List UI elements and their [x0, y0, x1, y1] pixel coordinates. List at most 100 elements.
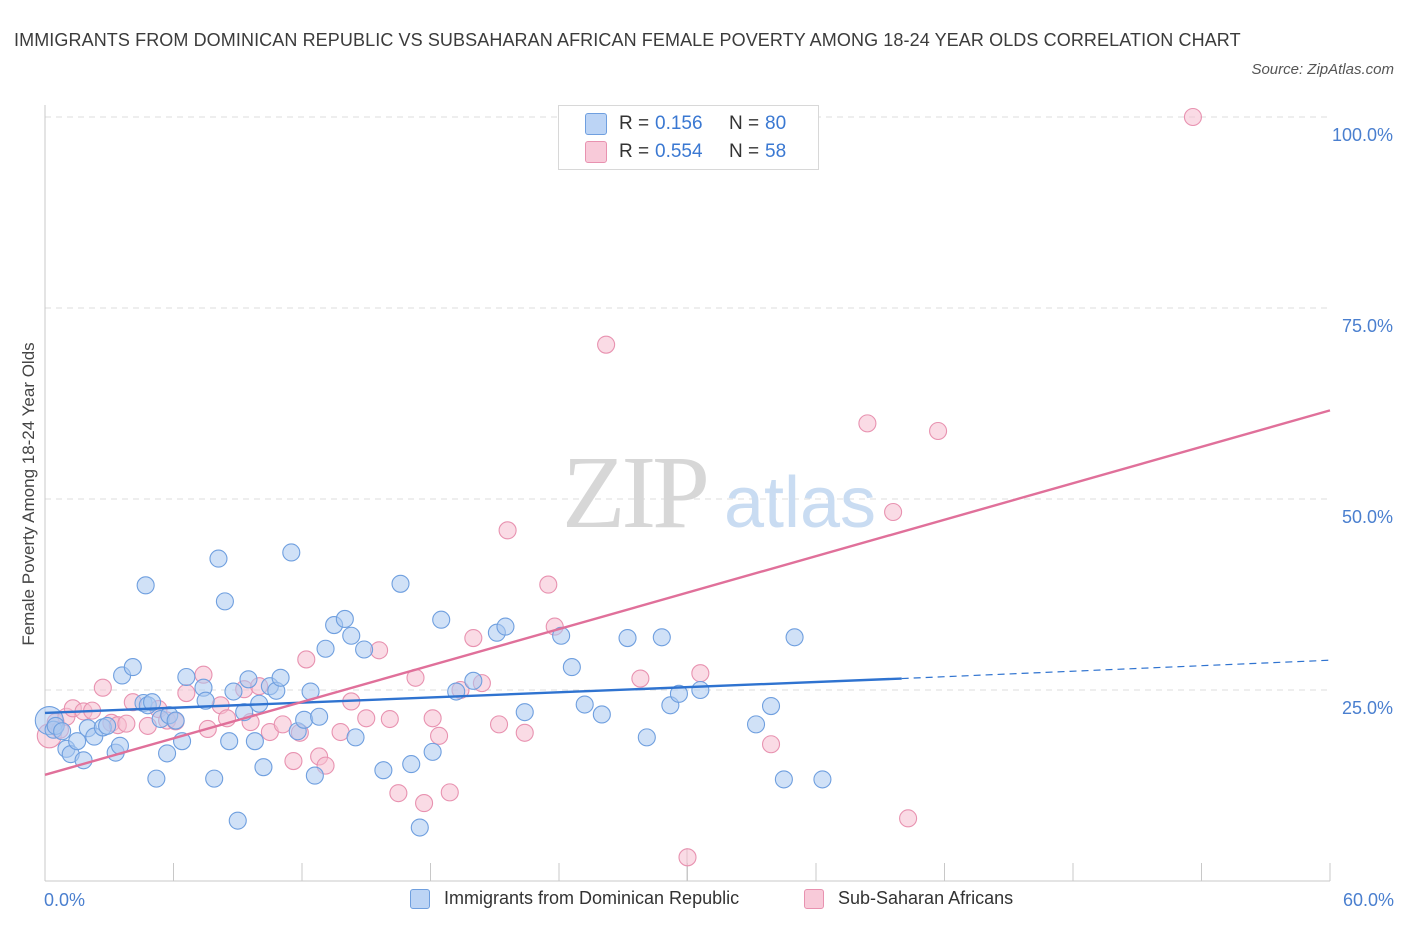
subsaharan-point [761, 735, 781, 754]
dominican-point [618, 628, 637, 648]
dominican-point [310, 707, 329, 726]
chart-title: IMMIGRANTS FROM DOMINICAN REPUBLIC VS SU… [14, 30, 1241, 50]
subsaharan-point [539, 575, 558, 594]
legend-n-label: N = [729, 141, 760, 162]
dominican-point [254, 758, 273, 777]
subsaharan-point [389, 784, 408, 803]
subsaharan-point [273, 715, 292, 734]
dominican-point [68, 732, 87, 751]
legend-swatch-pink [804, 888, 824, 909]
x-tick-max: 60.0% [1342, 890, 1394, 910]
legend-label-dominican: Immigrants from Dominican Republic [444, 888, 740, 908]
y-tick-label: 75.0% [1342, 316, 1393, 336]
legend-r-label: R = [619, 141, 650, 162]
dominican-point [374, 761, 393, 780]
dominican-point [575, 695, 594, 714]
dominican-point [813, 770, 832, 789]
subsaharan-point [489, 715, 509, 734]
subsaharan-point [899, 809, 918, 828]
dominican-point [215, 592, 234, 611]
dominican-point [228, 811, 247, 830]
legend-n-label: N = [729, 113, 760, 134]
dominican-point [209, 549, 228, 568]
subsaharan-trend-line [44, 409, 1331, 776]
dominican-point [335, 609, 354, 628]
dominican-point [774, 770, 793, 789]
legend-item-subsaharan[interactable]: Sub-Saharan Africans [804, 888, 1013, 909]
series-legend: Immigrants from Dominican Republic Sub-S… [0, 888, 1406, 918]
dominican-point [562, 658, 581, 677]
subsaharan-point [117, 714, 136, 733]
dominican-point [271, 668, 290, 687]
dominican-point [496, 617, 515, 636]
dominican-point [391, 574, 410, 593]
subsaharan-point [380, 709, 399, 729]
dominican-point [423, 742, 442, 761]
subsaharan-point [691, 664, 710, 683]
legend-r-value: 0.554 [655, 141, 703, 162]
dominican-point [166, 711, 185, 730]
dominican-point [761, 696, 781, 716]
dominican-point [410, 818, 429, 837]
subsaharan-point [423, 709, 442, 728]
dominican-point [239, 670, 258, 689]
dominican-point [177, 667, 196, 687]
x-tick-min: 0.0% [44, 890, 86, 910]
legend-row-dominican: R = 0.156 N = 80 [585, 111, 786, 137]
legend-r-label: R = [619, 113, 650, 134]
y-tick-labels: 25.0% 50.0% 75.0% 100.0% [1332, 125, 1393, 718]
y-tick-label: 100.0% [1332, 125, 1393, 145]
dominican-trend-extension [901, 659, 1331, 680]
legend-swatch-pink [585, 141, 607, 163]
dominican-point [346, 728, 365, 747]
dominican-point [592, 705, 611, 724]
source-label: Source: ZipAtlas.com [1251, 61, 1394, 78]
dominican-point [224, 682, 243, 701]
dominican-point [669, 684, 688, 703]
dominican-point [432, 610, 451, 629]
subsaharan-point [884, 502, 903, 522]
dominican-point [245, 732, 264, 751]
axes [44, 105, 1331, 882]
dominican-point [691, 680, 710, 700]
dominican-point [205, 769, 224, 788]
legend-item-dominican[interactable]: Immigrants from Dominican Republic [410, 888, 739, 909]
subsaharan-point [415, 794, 434, 813]
subsaharan-point [631, 669, 650, 688]
dominican-point [316, 639, 335, 658]
dominican-point [196, 691, 215, 710]
dominican-point [295, 710, 314, 729]
dominican-point [305, 766, 324, 785]
dominican-point [785, 628, 804, 647]
dominican-point [143, 693, 162, 712]
subsaharan-point [297, 650, 316, 669]
legend-swatch-blue [410, 888, 430, 909]
subsaharan-point [177, 684, 196, 703]
subsaharan-point [430, 726, 449, 745]
dominican-point [652, 628, 671, 647]
series-sub-saharan-points [36, 107, 1202, 867]
dominican-point [637, 728, 656, 747]
legend-label-subsaharan: Sub-Saharan Africans [838, 888, 1014, 908]
dominican-point [464, 671, 483, 690]
dominican-point [282, 543, 301, 562]
subsaharan-point [357, 709, 376, 728]
dominican-point [136, 576, 155, 595]
legend-r-value: 0.156 [655, 113, 703, 134]
subsaharan-point [858, 414, 877, 433]
dominican-point [515, 703, 534, 722]
correlation-legend: R = 0.156 N = 80 R = 0.554 N = 58 [558, 105, 819, 170]
dominican-trend-line [44, 677, 902, 715]
watermark: ZIP atlas [562, 435, 876, 550]
y-tick-label: 50.0% [1342, 507, 1393, 527]
dominican-point [98, 716, 117, 735]
subsaharan-point [284, 752, 303, 771]
dominican-point [220, 732, 239, 751]
subsaharan-point [440, 783, 459, 802]
subsaharan-point [1183, 107, 1202, 127]
series-dominican-points [34, 543, 832, 837]
subsaharan-point [515, 723, 534, 742]
legend-swatch-blue [585, 113, 607, 135]
subsaharan-point [331, 722, 350, 742]
